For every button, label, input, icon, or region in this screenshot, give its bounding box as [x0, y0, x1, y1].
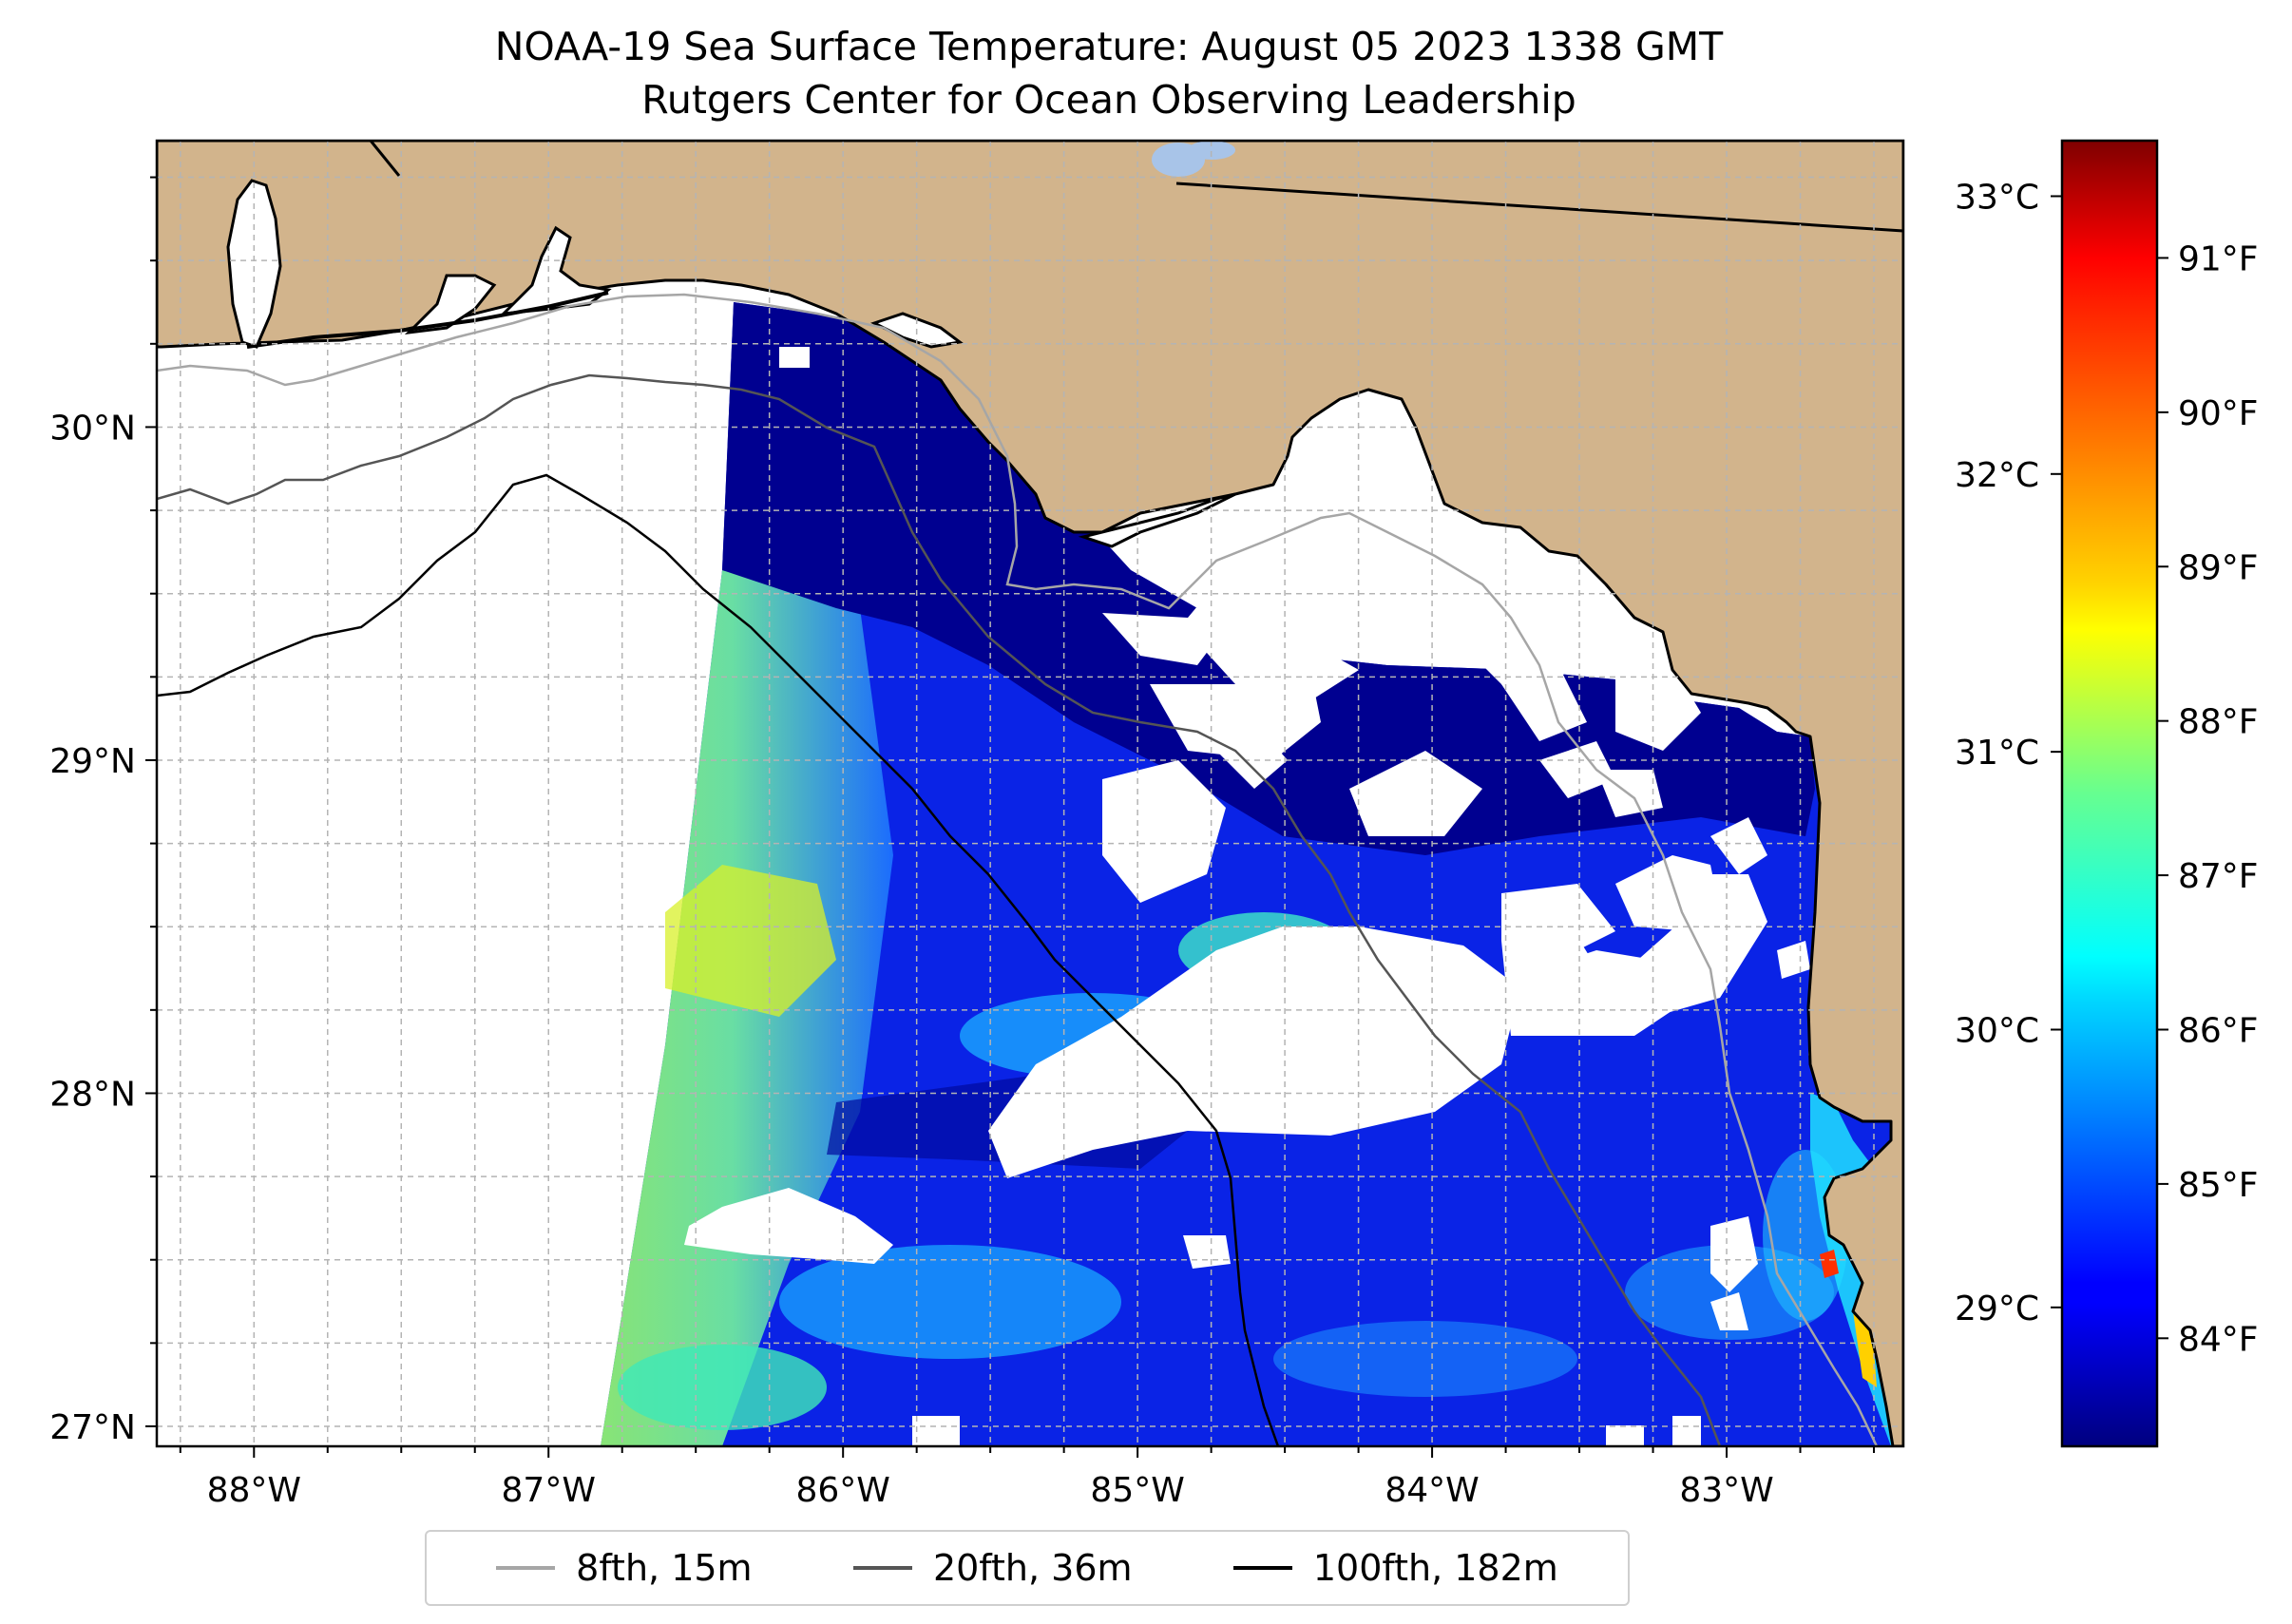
lat-tick-label: 30°N — [49, 409, 136, 448]
fahrenheit-tick-label: 91°F — [2178, 239, 2259, 278]
cloud-gap — [988, 927, 1520, 1178]
celsius-tick-label: 29°C — [1955, 1290, 2039, 1328]
celsius-tick-label: 32°C — [1955, 456, 2039, 495]
cloud-gap — [779, 347, 810, 368]
cloud-gap — [1463, 551, 1577, 703]
map-title: NOAA-19 Sea Surface Temperature: August … — [494, 24, 1724, 69]
state-border-line — [369, 141, 401, 177]
barrier-island-line — [246, 291, 609, 349]
fahrenheit-tick-label: 89°F — [2178, 548, 2259, 587]
map-subtitle: Rutgers Center for Ocean Observing Leade… — [641, 77, 1576, 123]
fahrenheit-tick-label: 87°F — [2178, 857, 2259, 896]
cloud-gap — [1710, 1292, 1748, 1330]
legend-entry: 8fth, 15m — [496, 1547, 753, 1589]
mobile-bay — [226, 179, 282, 349]
cloud-gap — [684, 1188, 893, 1264]
cloud-gap — [1188, 599, 1359, 703]
cloud-gap — [912, 1416, 960, 1446]
legend-entry: 100fth, 182m — [1232, 1547, 1558, 1589]
map-plot-area — [157, 141, 1903, 1446]
cloud-gap — [1606, 1425, 1644, 1446]
fahrenheit-tick-label: 84°F — [2178, 1320, 2259, 1359]
lat-tick-label: 27°N — [49, 1408, 136, 1447]
lat-tick-label: 29°N — [49, 742, 136, 781]
fahrenheit-tick-label: 88°F — [2178, 703, 2259, 742]
celsius-tick-label: 33°C — [1955, 178, 2039, 217]
cloud-gap — [1102, 760, 1226, 903]
map-axis-ticks: 88°W 87°W 86°W 85°W 84°W 83°W 27°N 28°N 29°N 30°N — [49, 176, 1876, 1510]
land-area — [157, 141, 1903, 1446]
fahrenheit-tick-label: 86°F — [2178, 1011, 2259, 1050]
lon-tick-label: 84°W — [1385, 1471, 1479, 1510]
cloud-gap — [1710, 817, 1767, 874]
fahrenheit-tick-label: 90°F — [2178, 394, 2259, 433]
depth-contour-8fth — [157, 293, 1879, 1446]
celsius-tick-label: 30°C — [1955, 1011, 2039, 1050]
swath-warm-patch — [779, 1245, 1121, 1359]
depth-contour-100fth — [157, 473, 1280, 1446]
cloud-gap — [1349, 751, 1482, 836]
depth-legend: 8fth, 15m 20fth, 36m 100fth, 182m — [425, 1530, 1630, 1606]
swath-warm-core — [665, 865, 836, 1017]
swath-warm-patch — [618, 1345, 827, 1430]
legend-swatch — [852, 1566, 912, 1570]
cloud-gap — [1501, 665, 1587, 741]
lon-tick-label: 86°W — [795, 1471, 889, 1510]
fahrenheit-tick-label: 85°F — [2178, 1166, 2259, 1205]
cloud-gap — [1539, 741, 1615, 798]
lat-tick-label: 28°N — [49, 1075, 136, 1114]
lon-tick-label: 85°W — [1090, 1471, 1184, 1510]
legend-label: 20fth, 36m — [932, 1547, 1133, 1589]
lon-tick-label: 83°W — [1679, 1471, 1773, 1510]
map-frame — [155, 139, 1905, 1448]
legend-swatch — [1232, 1566, 1292, 1570]
apalachicola-bay — [1078, 492, 1236, 548]
cloud-gap — [1501, 922, 1615, 1036]
legend-swatch — [496, 1566, 556, 1570]
lake-icon — [1188, 141, 1235, 160]
cloud-gap — [1777, 941, 1810, 979]
lon-tick-label: 88°W — [207, 1471, 301, 1510]
legend-entry: 20fth, 36m — [852, 1547, 1133, 1589]
celsius-tick-label: 31°C — [1955, 734, 2039, 773]
legend-label: 8fth, 15m — [576, 1547, 753, 1589]
depth-contour-20fth — [157, 373, 1722, 1446]
map-gridlines — [157, 141, 1903, 1446]
colorbar-ticks: 29°C 30°C 31°C 32°C 33°C 84°F 85°F 86°F 87°F 88°F… — [1955, 178, 2258, 1359]
nearshore-hot-spot — [1820, 1250, 1839, 1278]
cloud-gap — [1710, 1216, 1758, 1292]
cloud-gap — [1672, 1416, 1701, 1446]
lon-tick-label: 87°W — [502, 1471, 596, 1510]
legend-label: 100fth, 182m — [1312, 1547, 1558, 1589]
cloud-gap — [1150, 675, 1321, 760]
cloud-gap — [1207, 722, 1288, 789]
state-border-line — [1175, 182, 1903, 233]
cloud-gap — [1102, 589, 1226, 665]
swath-warm-patch — [1273, 1321, 1577, 1397]
colorbar — [2060, 139, 2159, 1448]
